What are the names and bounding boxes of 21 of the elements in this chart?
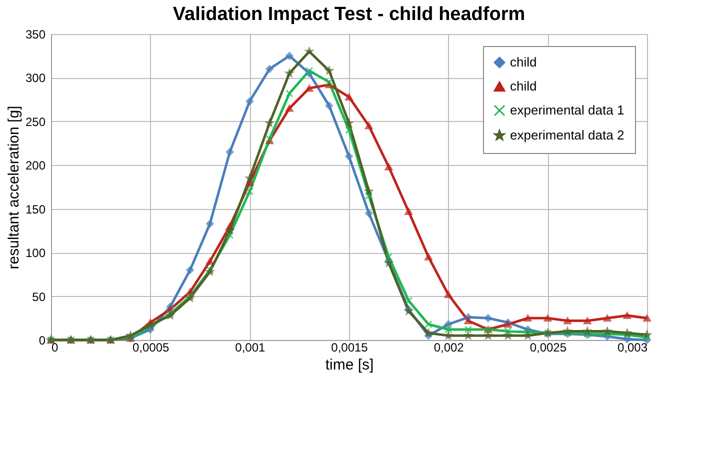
y-tick-label: 350 bbox=[25, 28, 46, 42]
x-tick-label: 0,002 bbox=[434, 340, 464, 354]
y-tick-label: 50 bbox=[32, 290, 46, 304]
x-tick-label: 0,0015 bbox=[331, 340, 368, 354]
y-tick-label: 300 bbox=[25, 71, 46, 86]
x-tick-label: 0,0025 bbox=[530, 340, 567, 354]
legend-label: experimental data 2 bbox=[510, 128, 624, 142]
x-tick-label: 0,0005 bbox=[132, 340, 170, 354]
y-axis-title: resultant acceleration [g] bbox=[5, 106, 22, 270]
x-tick-label: 0,001 bbox=[235, 340, 266, 354]
legend-label: child bbox=[510, 78, 537, 94]
legend-label: experimental data 1 bbox=[510, 102, 624, 118]
y-tick-label: 100 bbox=[25, 246, 46, 260]
chart-title: Validation Impact Test - child headform bbox=[172, 4, 526, 25]
x-tick-label: 0 bbox=[52, 340, 58, 354]
y-tick-label: 250 bbox=[25, 114, 46, 129]
y-tick-label: 150 bbox=[25, 202, 46, 216]
x-tick-label: 0,003 bbox=[617, 340, 648, 354]
legend-label: child bbox=[510, 54, 537, 70]
y-tick-label: 200 bbox=[25, 158, 46, 173]
x-axis-title: time [s] bbox=[325, 356, 374, 374]
